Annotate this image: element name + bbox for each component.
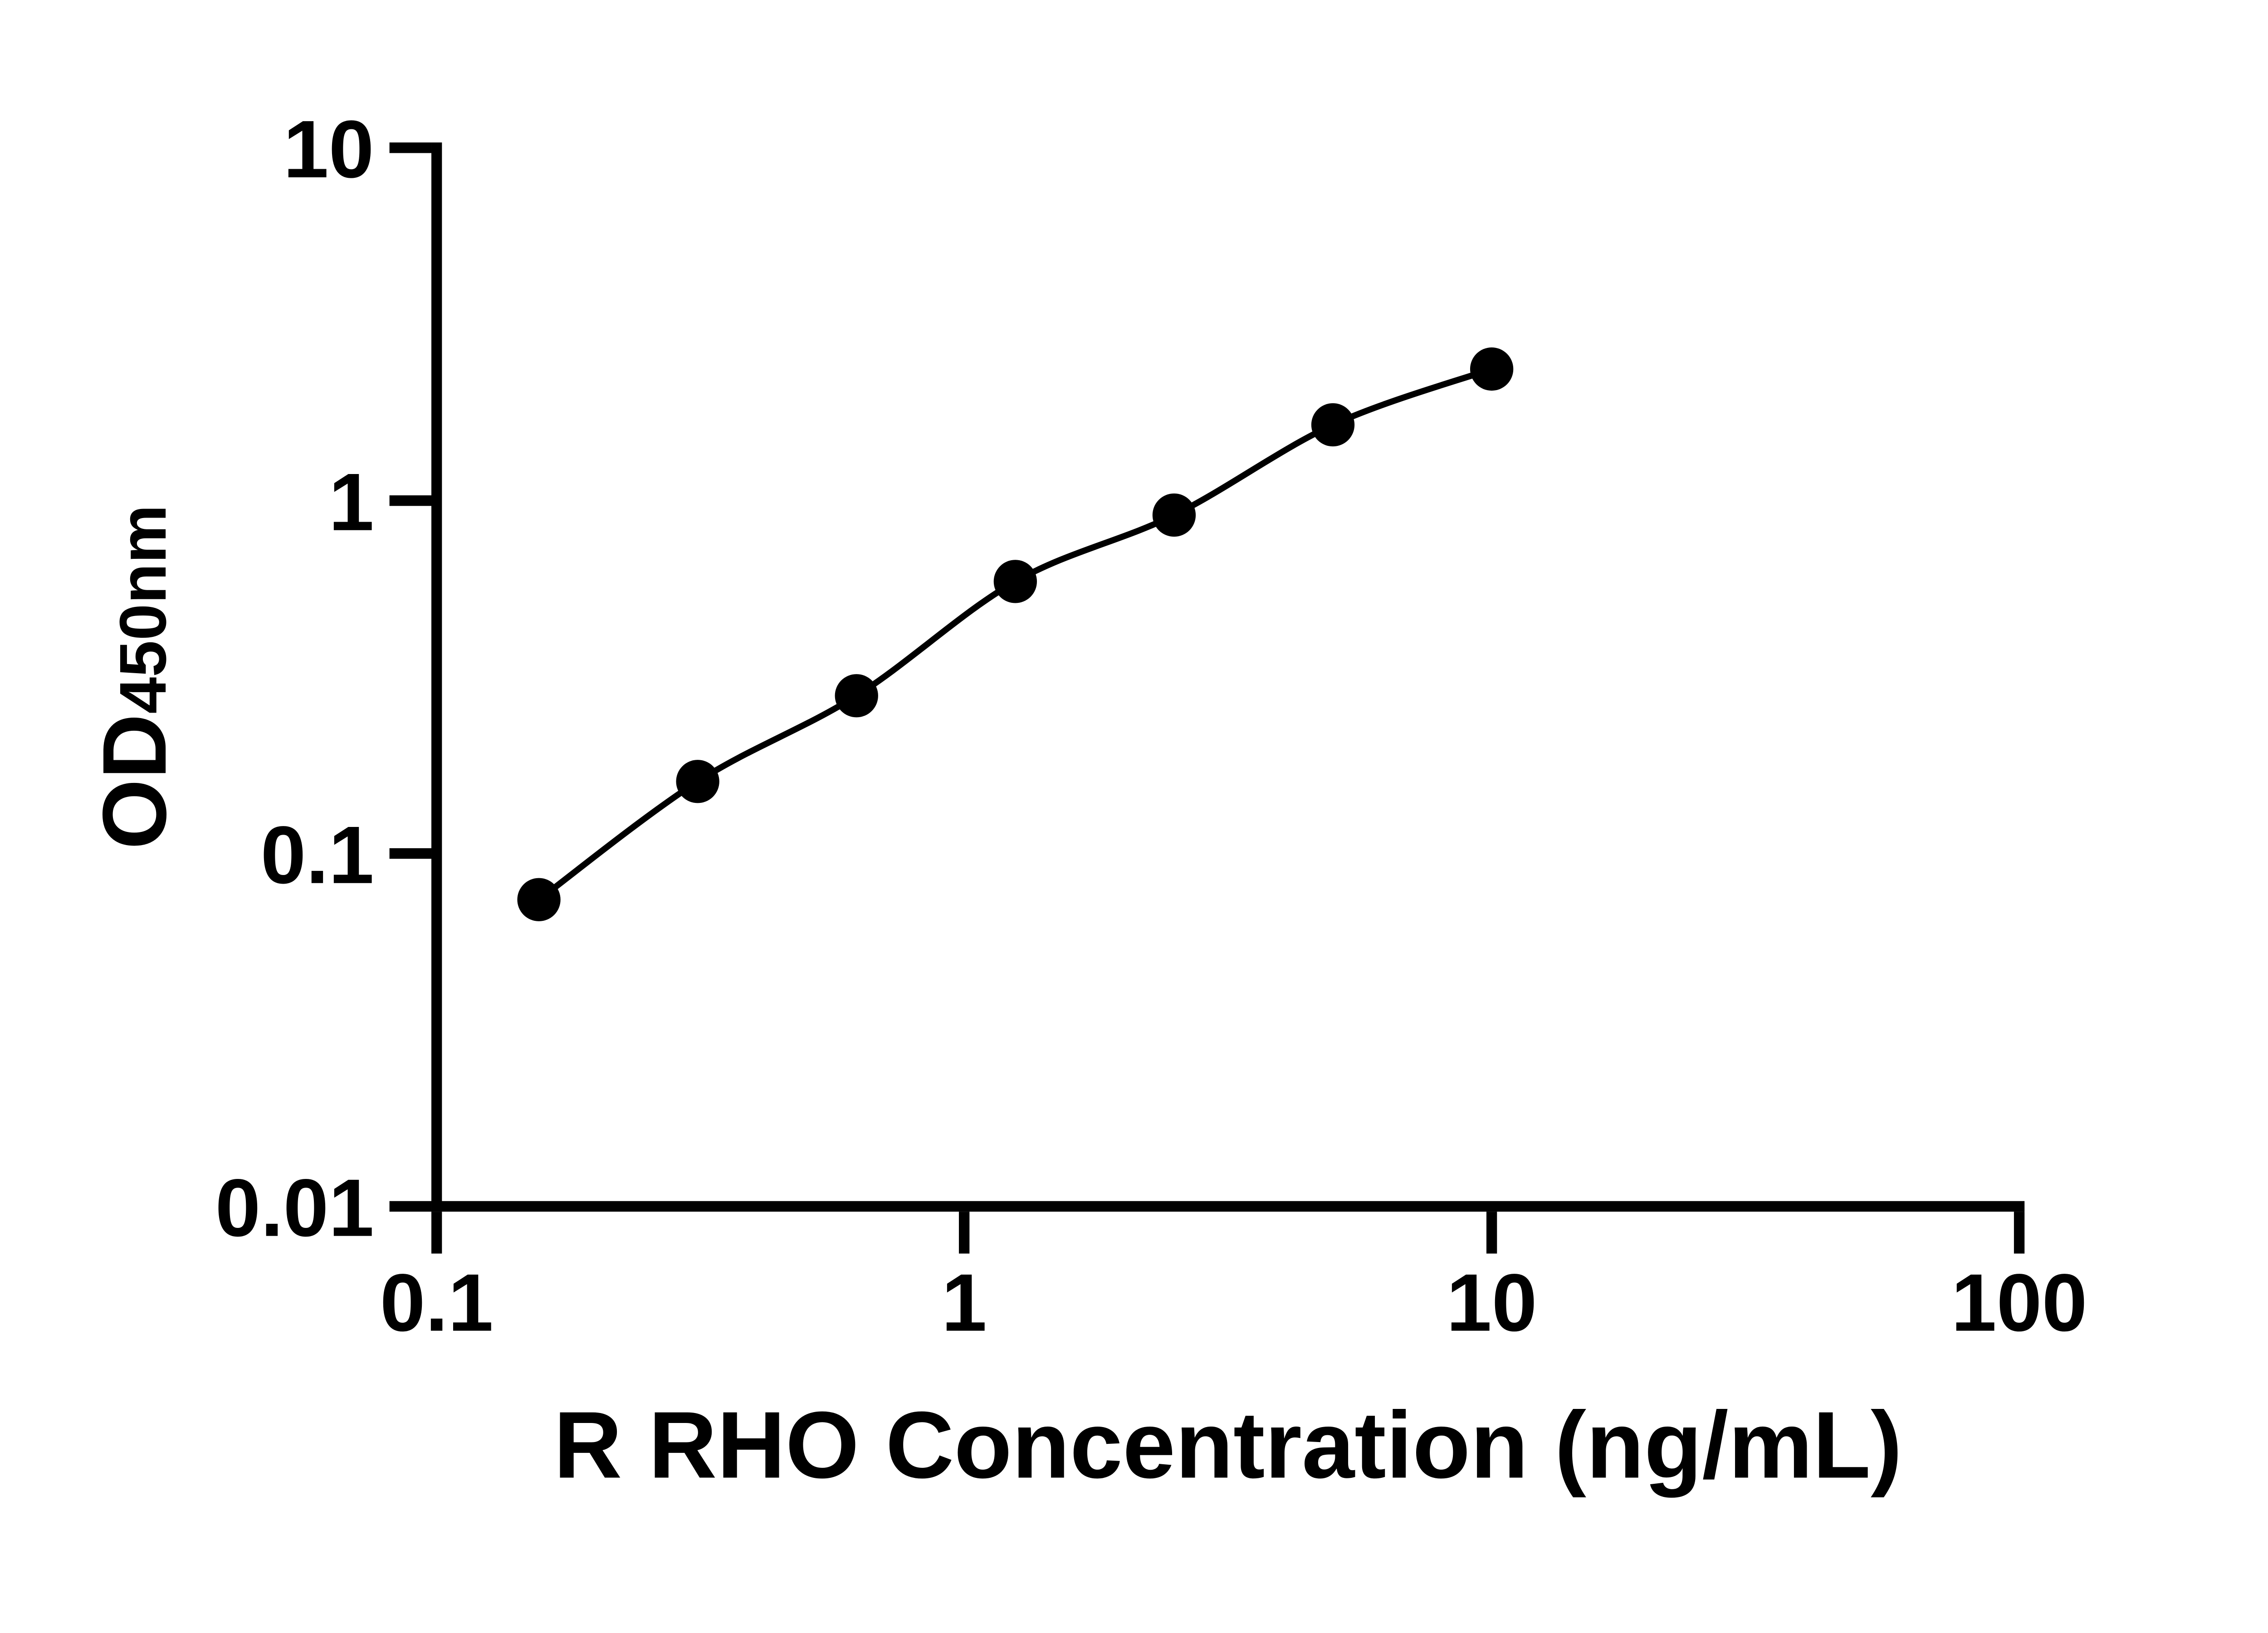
data-point-marker-10 bbox=[1470, 347, 1514, 391]
data-point-marker-5 bbox=[1311, 403, 1355, 447]
y-axis-title-subscript: 450nm bbox=[106, 504, 180, 714]
standard-curve-line bbox=[536, 366, 1495, 903]
data-point-marker-0.3125 bbox=[676, 760, 719, 803]
x-tick-label-100: 100 bbox=[1951, 1257, 2087, 1349]
y-tick-label-0.1: 0.1 bbox=[261, 810, 374, 901]
y-axis-title-main: OD bbox=[84, 714, 185, 850]
y-tick-label-0.01: 0.01 bbox=[215, 1163, 374, 1254]
x-tick-label-0.1: 0.1 bbox=[380, 1257, 494, 1349]
y-axis-line bbox=[431, 142, 442, 1212]
y-tick-0.01 bbox=[389, 1201, 431, 1212]
x-axis-line bbox=[431, 1201, 2025, 1212]
y-tick-10 bbox=[389, 142, 431, 153]
x-tick-label-10: 10 bbox=[1447, 1257, 1537, 1349]
elisa-standard-curve-figure: 10 1 0.1 0.01 0.1 1 10 100 R RHO Concentration … bbox=[84, 103, 2087, 1498]
x-axis-title: R RHO Concentration (ng/mL) bbox=[553, 1391, 1902, 1498]
data-point-marker-0.625 bbox=[835, 674, 878, 718]
x-tick-0.1 bbox=[431, 1212, 442, 1254]
x-tick-10 bbox=[1486, 1212, 1497, 1254]
y-tick-label-10: 10 bbox=[284, 104, 374, 195]
data-point-marker-0.15625 bbox=[517, 878, 561, 921]
y-tick-0.1 bbox=[389, 848, 431, 859]
data-point-marker-2.5 bbox=[1152, 493, 1196, 537]
x-tick-100 bbox=[2014, 1212, 2025, 1254]
y-tick-label-1: 1 bbox=[329, 457, 374, 548]
data-point-marker-1.25 bbox=[993, 560, 1037, 603]
x-tick-label-1: 1 bbox=[942, 1257, 987, 1349]
y-tick-1 bbox=[389, 495, 431, 506]
x-tick-1 bbox=[958, 1212, 970, 1254]
y-axis-title: OD450nm bbox=[84, 504, 185, 850]
